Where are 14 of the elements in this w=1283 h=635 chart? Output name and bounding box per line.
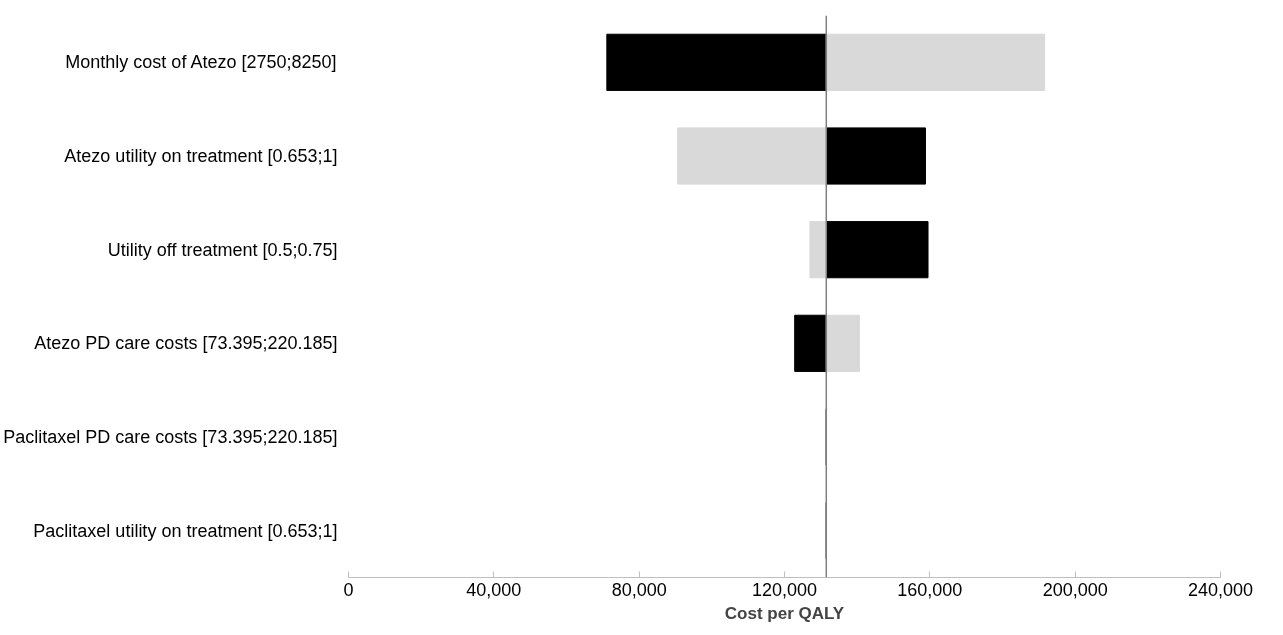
y-tick-label: Monthly cost of Atezo [2750;8250] xyxy=(65,52,337,73)
x-axis-title: Cost per QALY xyxy=(724,603,845,623)
x-tick-label: 160,000 xyxy=(897,579,963,600)
x-tick-label: 240,000 xyxy=(1187,579,1254,600)
x-tick-label: 40,000 xyxy=(466,579,522,600)
x-tick-label: 0 xyxy=(343,579,354,600)
x-tick-label: 120,000 xyxy=(751,579,818,600)
y-tick-label: Paclitaxel PD care costs [73.395;220.185] xyxy=(3,427,338,447)
y-tick-label: Utility off treatment [0.5;0.75] xyxy=(107,239,338,260)
y-tick-label: Atezo utility on treatment [0.653;1] xyxy=(64,146,338,166)
x-tick-label: 200,000 xyxy=(1042,579,1108,600)
x-tick-label: 80,000 xyxy=(611,579,667,600)
y-tick-label: Paclitaxel utility on treatment [0.653;1] xyxy=(33,520,338,541)
y-tick-label: Atezo PD care costs [73.395;220.185] xyxy=(34,333,338,354)
